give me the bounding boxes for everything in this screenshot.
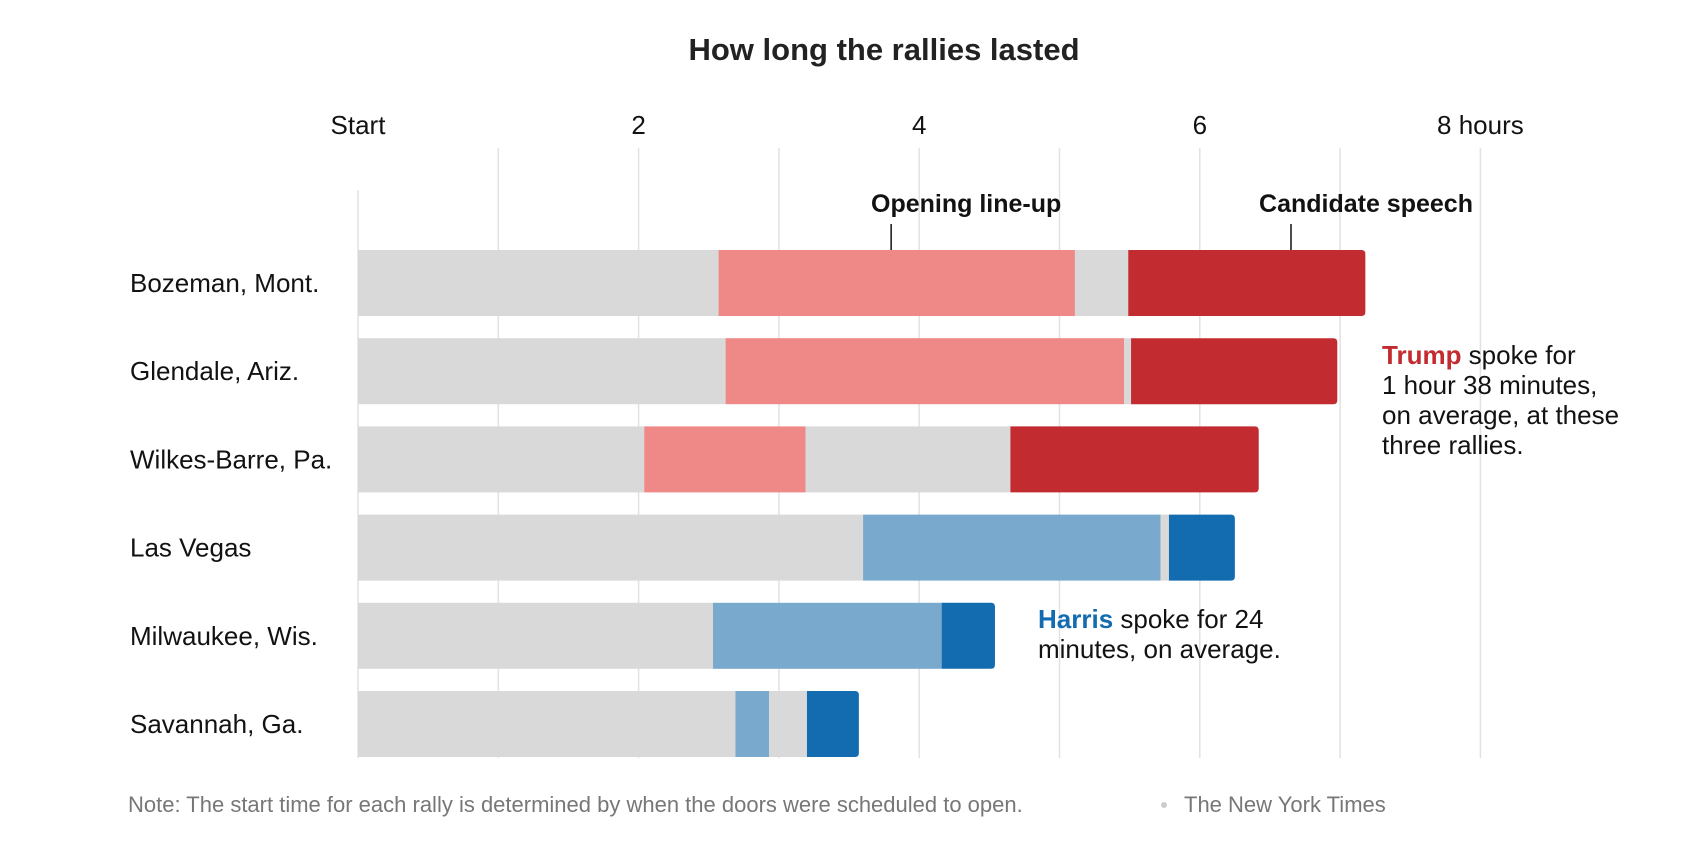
- bar-segment-wait: [358, 514, 864, 581]
- annotation-line: on average, at these: [1382, 400, 1619, 430]
- x-tick-label: 2: [631, 110, 645, 140]
- bar-segment-speech: [1131, 338, 1338, 405]
- bar-segment-wait: [358, 602, 713, 669]
- bar-segment-wait: [358, 338, 726, 405]
- bar-segment-opening: [712, 602, 942, 669]
- bar-row: [358, 426, 1259, 493]
- bar-segment-wait: [805, 426, 1011, 493]
- row-label: Glendale, Ariz.: [130, 356, 299, 386]
- annotation-harris: Harris spoke for 24 minutes, on average.: [1038, 604, 1281, 664]
- bar-row: [358, 691, 859, 757]
- annotation-highlight: Trump: [1382, 340, 1461, 370]
- annotation-line: three rallies.: [1382, 430, 1524, 460]
- bar-segment-opening: [644, 426, 806, 493]
- x-tick-label: Start: [331, 110, 387, 140]
- bar-segment-opening: [735, 691, 770, 757]
- bar-segment-wait: [1124, 338, 1132, 405]
- x-tick-label: 6: [1193, 110, 1207, 140]
- bar-segment-wait: [1160, 514, 1169, 581]
- chart-note: Note: The start time for each rally is d…: [128, 792, 1023, 817]
- chart-title: How long the rallies lasted: [688, 32, 1079, 67]
- bar-segment-speech: [806, 691, 859, 757]
- footer-separator-dot: [1161, 802, 1167, 808]
- bar-segment-wait: [769, 691, 807, 757]
- annotation-line: 1 hour 38 minutes,: [1382, 370, 1597, 400]
- annotation-line: spoke for 24: [1113, 604, 1263, 634]
- bar-segment-wait: [1074, 250, 1129, 316]
- bar-segment-speech: [1168, 514, 1235, 581]
- bar-segment-wait: [358, 426, 645, 493]
- bar-segment-speech: [1010, 426, 1259, 493]
- row-label: Las Vegas: [130, 533, 251, 563]
- bar-segment-opening: [718, 250, 1075, 316]
- bar-segment-speech: [1128, 250, 1366, 316]
- bar-row: [358, 338, 1338, 405]
- bar-row: [358, 514, 1235, 581]
- row-label: Milwaukee, Wis.: [130, 621, 318, 651]
- row-label: Wilkes-Barre, Pa.: [130, 444, 332, 474]
- bar-row: [358, 602, 995, 669]
- phase-label: Opening line-up: [871, 190, 1061, 218]
- annotation-line: minutes, on average.: [1038, 634, 1281, 664]
- annotation-highlight: Harris: [1038, 604, 1113, 634]
- x-axis-ticks: Start 2 4 6 8 hours: [331, 110, 1524, 140]
- chart-footer: Note: The start time for each rally is d…: [128, 792, 1386, 817]
- phase-labels: Opening line-up Candidate speech: [871, 190, 1473, 250]
- annotation-line: spoke for: [1461, 340, 1576, 370]
- bar-row: [358, 250, 1366, 316]
- bar-segment-opening: [725, 338, 1125, 405]
- chart-source: The New York Times: [1184, 792, 1386, 817]
- row-label: Savannah, Ga.: [130, 709, 303, 739]
- bar-layer: [358, 250, 1366, 757]
- row-labels: Bozeman, Mont. Glendale, Ariz. Wilkes-Barr…: [130, 268, 332, 739]
- bar-segment-speech: [941, 602, 995, 669]
- annotations: Trump spoke for 1 hour 38 minutes, on aver…: [1038, 340, 1619, 664]
- annotation-trump: Trump spoke for 1 hour 38 minutes, on aver…: [1382, 340, 1619, 460]
- bar-segment-wait: [358, 250, 719, 316]
- row-label: Bozeman, Mont.: [130, 268, 319, 298]
- x-tick-label: 4: [912, 110, 926, 140]
- bar-segment-opening: [863, 514, 1161, 581]
- x-tick-label: 8 hours: [1437, 110, 1524, 140]
- phase-label: Candidate speech: [1259, 190, 1473, 218]
- bar-segment-wait: [358, 691, 736, 757]
